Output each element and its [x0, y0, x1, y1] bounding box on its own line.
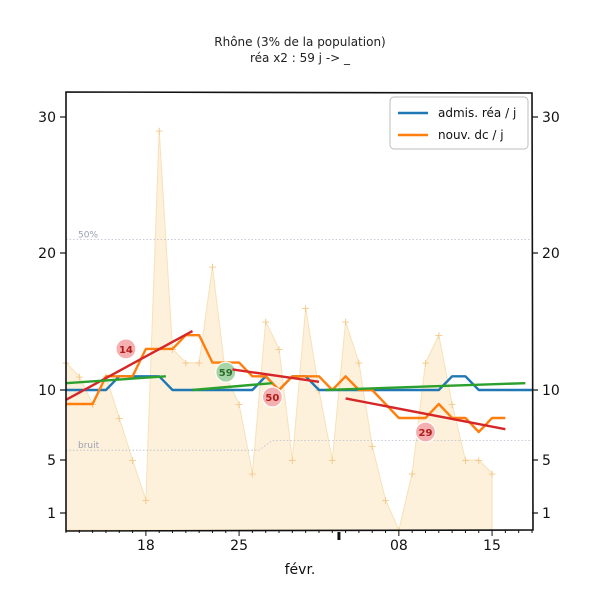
daily-point: +: [328, 454, 337, 467]
daily-point: +: [248, 467, 257, 480]
y-tick-label: 5: [47, 453, 56, 469]
daily-point: +: [421, 357, 430, 370]
trend-line: [345, 397, 506, 431]
y-tick-label: 1: [47, 506, 56, 522]
chart-title: Rhône (3% de la population): [214, 35, 385, 49]
daily-point: +: [234, 398, 243, 411]
daily-point: +: [474, 454, 483, 467]
trend-lines: 14 59 50 29: [65, 330, 526, 443]
daily-point: +: [341, 316, 350, 329]
daily-point: +: [155, 125, 164, 138]
trend-line: [65, 375, 166, 385]
reference-label: bruit: [78, 441, 100, 451]
x-tick-label: 25: [230, 538, 248, 554]
trend-badge: [414, 421, 437, 443]
trend-line: [192, 381, 273, 392]
daily-point: +: [141, 494, 150, 507]
daily-point: +: [434, 329, 443, 342]
trend-badge-label: 29: [419, 428, 433, 439]
x-tick-label: 08: [390, 538, 408, 554]
trend-badge-label: 59: [219, 368, 233, 379]
trend-line: [232, 368, 320, 383]
legend: admis. réa / j nouv. dc / j: [389, 96, 529, 150]
y-tick-label: 30: [38, 110, 56, 126]
series-line: [66, 334, 506, 434]
y-tick-label: 5: [542, 453, 551, 469]
y-tick-label: 20: [542, 246, 560, 262]
chart-subtitle: réa x2 : 59 j -> _: [250, 51, 351, 65]
daily-point: +: [408, 467, 417, 480]
trend-badge: [261, 386, 283, 408]
daily-point: +: [128, 454, 137, 467]
daily-point: +: [368, 440, 377, 453]
daily-point: +: [261, 316, 270, 329]
daily-point: +: [487, 467, 496, 480]
x-axis-label: févr.: [285, 562, 316, 578]
legend-label: admis. réa / j: [438, 106, 516, 120]
series-lines: [66, 334, 532, 434]
trend-line: [65, 330, 194, 401]
y-tick-label: 20: [38, 246, 56, 262]
daily-point: +: [75, 370, 84, 383]
y-tick-label: 1: [542, 506, 551, 522]
plot-frame: [65, 91, 534, 532]
daily-point: +: [115, 412, 124, 425]
daily-point: +: [195, 357, 204, 370]
daily-point: +: [181, 357, 190, 370]
trend-badge-label: 50: [265, 393, 279, 404]
daily-area: [65, 130, 493, 532]
x-tick-label: 15: [483, 538, 501, 554]
daily-point: +: [354, 357, 363, 370]
reference-lines: 50% bruit: [66, 230, 532, 451]
trend-badge: [215, 361, 237, 383]
daily-fill-area: +++++++++++++++++++++++++++++++++: [61, 125, 496, 537]
y-tick-label: 30: [542, 110, 560, 126]
daily-point: +: [274, 343, 283, 356]
y-tick-label: 10: [38, 383, 56, 399]
daily-point: +: [301, 302, 310, 315]
daily-point: +: [381, 494, 390, 507]
daily-point: +: [461, 454, 470, 467]
trend-badge: [115, 338, 137, 360]
y-tick-label: 10: [542, 383, 560, 399]
daily-point: +: [288, 454, 297, 467]
trend-line: [325, 381, 526, 392]
trend-badge-label: 14: [119, 345, 133, 356]
reference-label: 50%: [78, 230, 98, 240]
daily-point: +: [208, 261, 217, 274]
daily-point: +: [448, 398, 457, 411]
legend-label: nouv. dc / j: [438, 128, 504, 142]
x-tick-label: 18: [137, 538, 155, 554]
